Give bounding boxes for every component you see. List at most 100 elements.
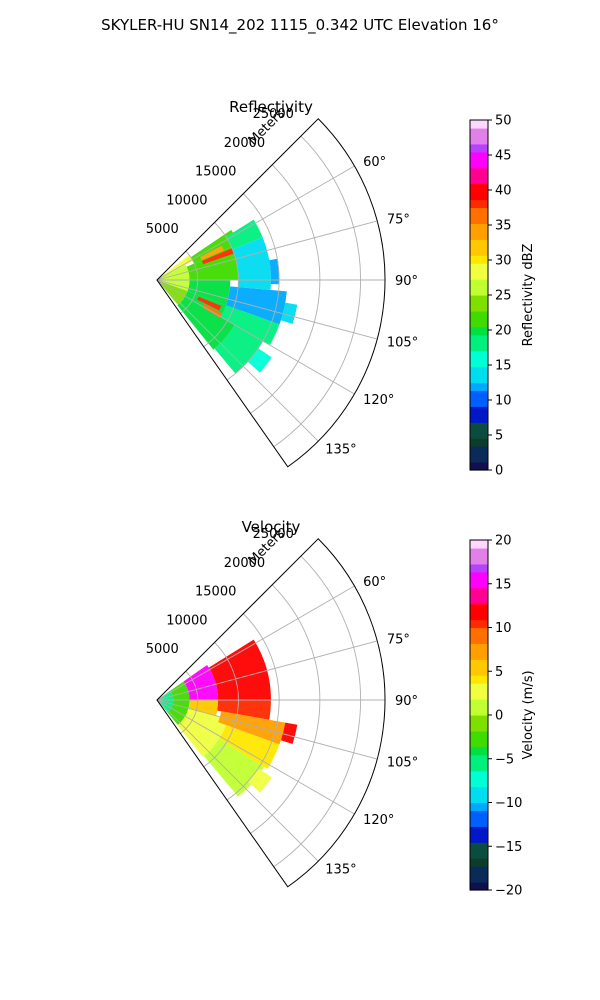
- data-cell: [201, 248, 234, 265]
- colorbar-segment: [470, 295, 488, 304]
- colorbar-label: Reflectivity dBZ: [521, 244, 536, 347]
- range-tick-label: 20000: [224, 556, 265, 571]
- data-field: [157, 219, 298, 374]
- range-tick-label: 10000: [166, 613, 207, 628]
- azimuth-tick-label: 105°: [387, 756, 418, 771]
- range-ring: [273, 555, 361, 868]
- colorbar-segment: [470, 563, 488, 573]
- range-ring: [203, 642, 239, 768]
- colorbar-tick-label: −10: [495, 796, 522, 811]
- colorbar-segment: [470, 571, 488, 581]
- data-cell: [177, 708, 228, 757]
- colorbar-segment: [470, 643, 488, 652]
- colorbar-segment: [470, 287, 488, 296]
- colorbar-segment: [470, 366, 488, 376]
- data-cell: [157, 254, 193, 280]
- panel-title: Reflectivity: [229, 98, 313, 116]
- data-cell: [183, 664, 219, 700]
- colorbar-segment: [470, 874, 488, 883]
- colorbar-segment: [470, 842, 488, 851]
- colorbar-tick-label: 10: [495, 394, 512, 409]
- colorbar-segment: [470, 175, 488, 185]
- colorbar-segment: [470, 398, 488, 407]
- azimuth-spoke: [156, 279, 355, 395]
- colorbar-segment: [470, 866, 488, 875]
- colorbar-segment: [470, 414, 488, 423]
- colorbar-segment: [470, 207, 488, 217]
- colorbar-segment: [470, 462, 488, 471]
- colorbar-tick-label: −15: [495, 840, 522, 855]
- colorbar-segment: [470, 762, 488, 772]
- colorbar-segment: [470, 691, 488, 700]
- colorbar-tick-label: 15: [495, 577, 512, 592]
- azimuth-spoke: [156, 699, 378, 760]
- range-ring: [226, 613, 280, 801]
- sector-frame: [156, 118, 386, 468]
- colorbar-tick-label: −20: [495, 884, 522, 899]
- azimuth-tick-label: 90°: [395, 694, 418, 709]
- colorbar-segment: [470, 215, 488, 225]
- data-cell: [208, 639, 271, 700]
- data-cell: [269, 258, 280, 285]
- azimuth-tick-label: 135°: [325, 442, 356, 457]
- colorbar-segment: [470, 659, 488, 668]
- azimuth-spokes: [156, 585, 385, 862]
- colorbar-segment: [470, 430, 488, 439]
- colorbar-segment: [470, 858, 488, 867]
- range-rings: [180, 555, 361, 868]
- azimuth-spoke: [156, 220, 378, 281]
- range-tick-label: 15000: [195, 585, 236, 600]
- data-cell: [157, 264, 190, 292]
- azimuth-tick-label: 75°: [387, 632, 410, 647]
- colorbar-segment: [470, 151, 488, 161]
- colorbar-segment: [470, 587, 488, 597]
- range-ring: [250, 584, 321, 834]
- colorbar-segment: [470, 651, 488, 660]
- page-title: SKYLER-HU SN14_202 1115_0.342 UTC Elevat…: [101, 16, 499, 34]
- colorbar-segment: [470, 358, 488, 368]
- colorbar-segment: [470, 699, 488, 708]
- data-cell: [247, 768, 272, 793]
- colorbar-segment: [470, 199, 488, 209]
- colorbar-tick-label: 15: [495, 359, 512, 374]
- azimuth-tick-label: 105°: [387, 336, 418, 351]
- polar-panel-2: Velocity 60° 75° 90° 105° 120° 135° 5000 10000 15…: [146, 518, 536, 899]
- colorbar-tick-label: 25: [495, 289, 512, 304]
- colorbar-segment: [470, 167, 488, 177]
- range-tick-label: 10000: [166, 193, 207, 208]
- colorbar-segment: [470, 667, 488, 676]
- colorbar-segment: [470, 627, 488, 637]
- colorbar-segment: [470, 255, 488, 264]
- colorbar-segment: [470, 279, 488, 288]
- colorbar-segment: [470, 342, 488, 352]
- data-cell: [232, 237, 271, 290]
- azimuth-tick-label: 75°: [387, 212, 410, 227]
- colorbar-segment: [470, 834, 488, 843]
- colorbar-segment: [470, 635, 488, 645]
- data-cell: [280, 302, 298, 325]
- data-cell: [197, 296, 222, 311]
- data-cell: [218, 711, 286, 745]
- data-field: [157, 639, 298, 797]
- colorbar-segment: [470, 318, 488, 328]
- colorbar-segment: [470, 438, 488, 447]
- colorbar-segment: [470, 730, 488, 740]
- panel-title: Velocity: [242, 518, 301, 536]
- range-ring: [180, 250, 199, 314]
- azimuth-spoke: [156, 165, 355, 281]
- data-cell: [220, 305, 280, 346]
- colorbar-segment: [470, 446, 488, 455]
- data-cell: [188, 700, 219, 716]
- colorbar-segment: [470, 547, 488, 557]
- colorbar-segment: [470, 422, 488, 431]
- azimuth-tick-label: 90°: [395, 274, 418, 289]
- data-cell: [226, 219, 263, 250]
- colorbar-segment: [470, 707, 488, 716]
- colorbar-segment: [470, 754, 488, 764]
- colorbar-segment: [470, 454, 488, 463]
- colorbar-tick-label: 30: [495, 254, 512, 269]
- colorbar-tick-label: 5: [495, 429, 503, 444]
- colorbar-tick-label: 40: [495, 184, 512, 199]
- range-tick-label: 25000: [253, 527, 294, 542]
